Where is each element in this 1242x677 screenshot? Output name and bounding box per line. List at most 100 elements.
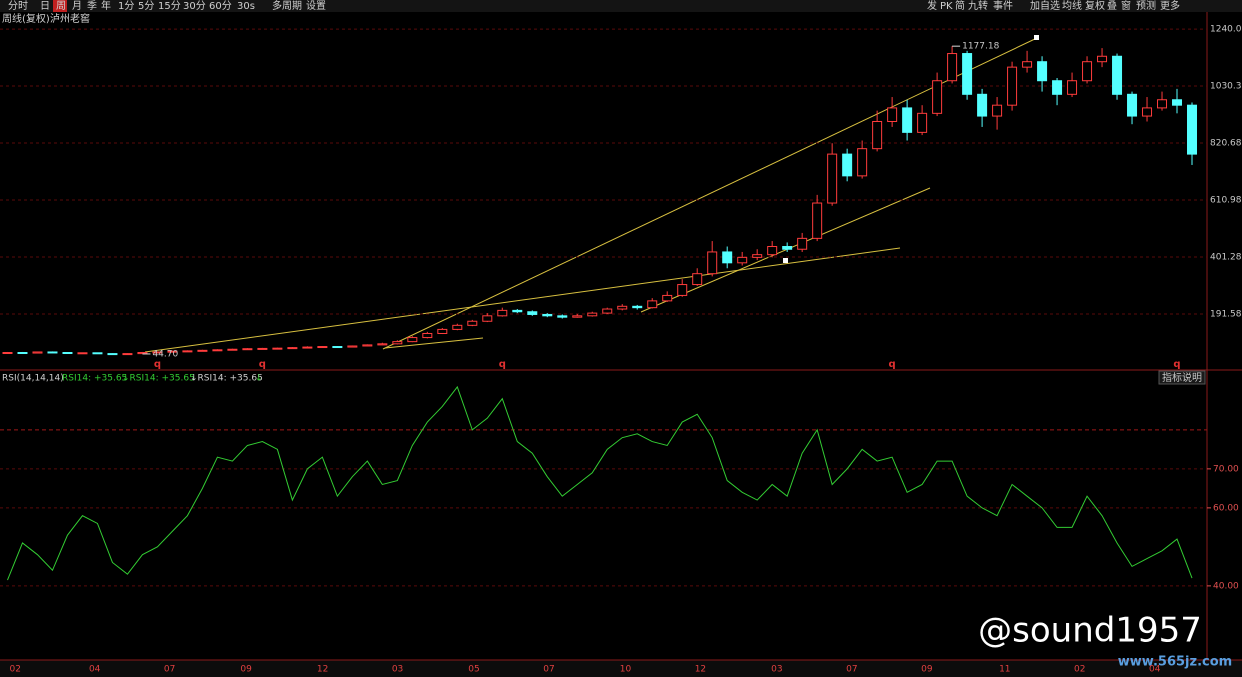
candle-body bbox=[737, 256, 748, 264]
toolbar-button[interactable]: 日 bbox=[40, 1, 50, 12]
y-tick-label: 1030.39 bbox=[1210, 82, 1242, 92]
candle-body bbox=[467, 320, 478, 326]
toolbar-button[interactable]: 60分 bbox=[209, 0, 232, 12]
x-tick-label: 03 bbox=[392, 665, 403, 675]
x-tick-label: 10 bbox=[620, 665, 632, 675]
x-axis-bg bbox=[0, 660, 1242, 677]
candle-body bbox=[242, 348, 253, 351]
candle-body bbox=[1007, 66, 1018, 106]
candle-body bbox=[857, 148, 868, 177]
toolbar-button[interactable]: 更多 bbox=[1160, 0, 1180, 12]
candle-body bbox=[617, 305, 628, 310]
candle-body bbox=[1157, 99, 1168, 109]
toolbar-button[interactable]: 事件 bbox=[993, 0, 1013, 12]
x-tick-label: 05 bbox=[468, 665, 479, 675]
trend-line bbox=[144, 247, 901, 353]
candle-body bbox=[407, 337, 418, 343]
candle-body bbox=[542, 313, 553, 317]
candle-body bbox=[197, 349, 208, 352]
candle-body bbox=[422, 332, 433, 339]
toolbar-button[interactable]: 季 bbox=[87, 0, 97, 12]
event-marker: q bbox=[889, 359, 896, 370]
legend-entry: ↓ bbox=[255, 374, 263, 384]
trend-line bbox=[382, 37, 1038, 350]
candle-body bbox=[17, 352, 28, 355]
handle bbox=[1034, 35, 1039, 40]
x-tick-label: 07 bbox=[543, 665, 554, 675]
watermark-url: www.565jz.com bbox=[1118, 655, 1232, 670]
candle-body bbox=[167, 350, 178, 353]
candle-body bbox=[347, 345, 358, 348]
toolbar-button[interactable]: 发 bbox=[927, 0, 937, 12]
x-tick-label: 03 bbox=[771, 665, 782, 675]
candle-body bbox=[842, 153, 853, 177]
candle-body bbox=[392, 341, 403, 345]
event-marker: q bbox=[1173, 359, 1180, 370]
x-tick-label: 07 bbox=[846, 665, 857, 675]
candle-body bbox=[977, 93, 988, 117]
indicator-button[interactable] bbox=[1158, 370, 1206, 385]
trend-lines bbox=[144, 37, 1038, 353]
subheader: 泸州老窖 bbox=[50, 12, 90, 25]
candle-body bbox=[137, 352, 148, 355]
toolbar-button[interactable]: PK bbox=[940, 1, 953, 12]
toolbar-button[interactable]: 30s bbox=[237, 1, 255, 12]
toolbar-button[interactable]: 月 bbox=[72, 0, 82, 12]
candle-body bbox=[902, 107, 913, 133]
toolbar-button[interactable]: 窗 bbox=[1121, 0, 1131, 12]
candle-body bbox=[917, 112, 928, 133]
indicator-title: RSI(14,14,14) bbox=[2, 374, 64, 384]
annotation: 1177.18 bbox=[962, 42, 999, 52]
toolbar-button[interactable]: 设置 bbox=[306, 0, 326, 12]
candle-body bbox=[677, 284, 688, 296]
toolbar-button[interactable]: 分时 bbox=[8, 0, 28, 12]
candle-body bbox=[1127, 93, 1138, 117]
candle-body bbox=[497, 309, 508, 317]
toolbar-button[interactable]: 加自选 bbox=[1030, 0, 1060, 12]
annotation: 44.70 bbox=[152, 349, 178, 359]
toolbar-button[interactable]: 周 bbox=[56, 0, 66, 12]
y-tick-label: 60.00 bbox=[1213, 503, 1239, 513]
toolbar-button[interactable]: 预测 bbox=[1136, 0, 1156, 12]
toolbar-button[interactable]: 九转 bbox=[968, 0, 988, 12]
candle-body bbox=[212, 349, 223, 352]
x-tick-label: 09 bbox=[240, 665, 252, 675]
candle-body bbox=[752, 254, 763, 258]
indicator-button-label[interactable]: 指标说明 bbox=[1162, 371, 1202, 384]
toolbar-button[interactable]: 1分 bbox=[118, 0, 134, 12]
candle-body bbox=[1022, 61, 1033, 68]
x-tick-label: 04 bbox=[89, 665, 101, 675]
candle-body bbox=[632, 305, 643, 309]
candle-body bbox=[1037, 61, 1048, 82]
candle-body bbox=[602, 308, 613, 314]
event-marker: q bbox=[259, 359, 266, 370]
candle-body bbox=[302, 346, 313, 349]
candle-body bbox=[1142, 107, 1153, 117]
toolbar-button[interactable]: 30分 bbox=[183, 0, 206, 12]
toolbar-button[interactable]: 叠 bbox=[1107, 0, 1117, 12]
candle-body bbox=[707, 251, 718, 275]
toolbar-button[interactable]: 5分 bbox=[138, 0, 154, 12]
toolbar-button[interactable]: 15分 bbox=[158, 0, 181, 12]
candle-body bbox=[47, 351, 58, 354]
toolbar-button[interactable]: 多周期 bbox=[272, 0, 302, 12]
candle-body bbox=[437, 328, 448, 334]
toolbar-button[interactable]: 简 bbox=[955, 0, 965, 12]
candle-body bbox=[62, 352, 73, 355]
candle-body bbox=[722, 251, 733, 264]
toolbar-button[interactable]: 均线 bbox=[1062, 0, 1082, 12]
x-tick-label: 12 bbox=[317, 665, 328, 675]
subheader: 周线(复权) bbox=[2, 12, 50, 25]
candle-body bbox=[692, 273, 703, 286]
candle-body bbox=[962, 53, 973, 95]
candle-body bbox=[557, 315, 568, 318]
candle-body bbox=[1052, 80, 1063, 95]
toolbar-button[interactable]: 复权 bbox=[1085, 0, 1105, 12]
candle-body bbox=[1112, 55, 1123, 95]
candle-body bbox=[452, 324, 463, 330]
y-tick-label: 610.98 bbox=[1210, 196, 1242, 206]
candle-body bbox=[272, 347, 283, 350]
trend-line bbox=[384, 337, 484, 349]
toolbar-button[interactable]: 年 bbox=[101, 0, 111, 12]
